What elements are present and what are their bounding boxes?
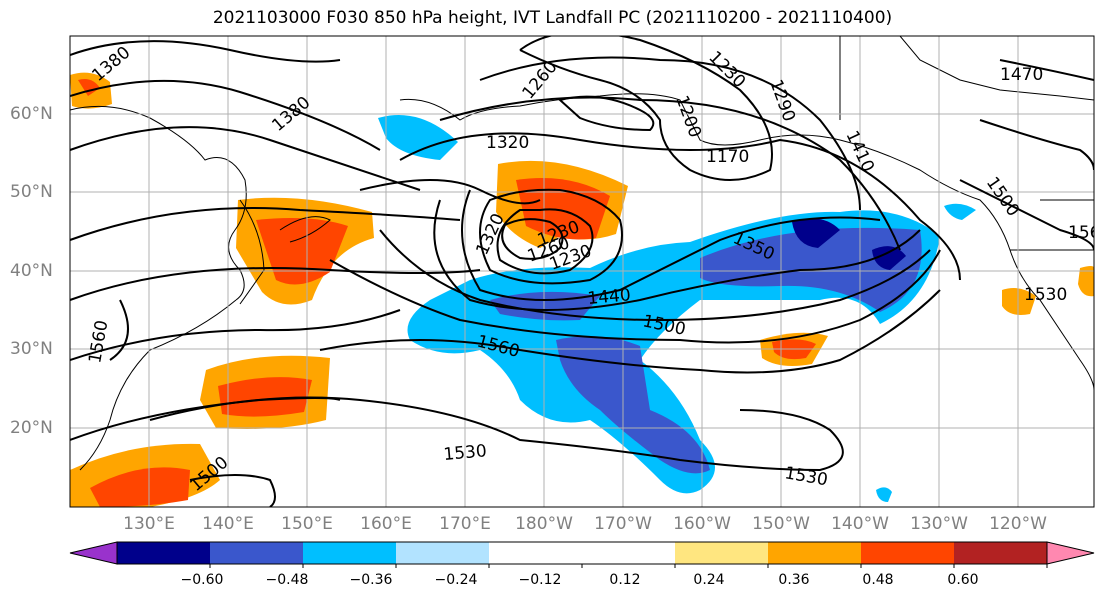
map-title: 2021103000 F030 850 hPa height, IVT Land… — [212, 8, 893, 28]
lat-label: 60°N — [10, 104, 53, 124]
colorbar-cell — [396, 542, 490, 564]
colorbar-tick-label: 0.24 — [693, 572, 725, 588]
colorbar-cell — [210, 542, 304, 564]
colorbar-cell — [117, 542, 211, 564]
colorbar-tick-label: −0.60 — [180, 572, 224, 588]
colorbar-tick-label: 0.12 — [609, 572, 641, 588]
colorbar-cell — [582, 542, 676, 564]
colorbar-cell — [954, 542, 1048, 564]
height-contours — [70, 36, 1094, 507]
lon-label: 170°W — [594, 514, 652, 534]
colorbar-cell — [489, 542, 583, 564]
colorbar-tick-label: 0.48 — [862, 572, 894, 588]
lon-label: 170°E — [439, 514, 491, 534]
lat-label: 20°N — [10, 418, 53, 438]
lon-label: 150°E — [281, 514, 333, 534]
lon-label: 180°W — [515, 514, 573, 534]
contour-label: 1470 — [1000, 65, 1043, 85]
lat-label: 30°N — [10, 339, 53, 359]
lon-label: 140°W — [831, 514, 889, 534]
colorbar-tick-label: 0.36 — [778, 572, 810, 588]
colorbar-cell — [768, 542, 862, 564]
contour-label: 1320 — [486, 133, 529, 153]
colorbar-tick-label: −0.48 — [265, 572, 309, 588]
colorbar-tick-label: −0.12 — [518, 572, 562, 588]
colorbar-max-extension — [1046, 541, 1095, 565]
contour-label: 1530 — [443, 441, 488, 465]
contour-label: 1170 — [706, 147, 749, 167]
lon-label: 160°E — [360, 514, 412, 534]
gridlines — [70, 36, 1094, 507]
colorbar-tick-label: −0.24 — [434, 572, 478, 588]
coastlines — [70, 36, 1094, 471]
lat-label: 50°N — [10, 182, 53, 202]
lat-label: 40°N — [10, 261, 53, 281]
colorbar-cell — [303, 542, 397, 564]
lon-label: 130°W — [910, 514, 968, 534]
colorbar-cells — [116, 541, 1048, 565]
colorbar-tick-label: −0.36 — [349, 572, 393, 588]
lon-label: 160°W — [673, 514, 731, 534]
colorbar-tick-label: 0.60 — [947, 572, 979, 588]
ivt-shading — [70, 72, 1094, 507]
lon-label: 150°W — [752, 514, 810, 534]
colorbar-ticks — [209, 564, 1048, 568]
lon-label: 130°E — [123, 514, 175, 534]
map-frame — [69, 35, 1095, 508]
contour-label: 1560 — [1068, 223, 1105, 243]
colorbar-cell — [861, 542, 955, 564]
lon-label: 140°E — [202, 514, 254, 534]
colorbar-min-extension — [69, 541, 118, 565]
contour-label: 1530 — [1024, 285, 1067, 305]
lon-label: 120°W — [989, 514, 1047, 534]
contour-label: 1440 — [587, 285, 632, 309]
colorbar-cell — [675, 542, 769, 564]
